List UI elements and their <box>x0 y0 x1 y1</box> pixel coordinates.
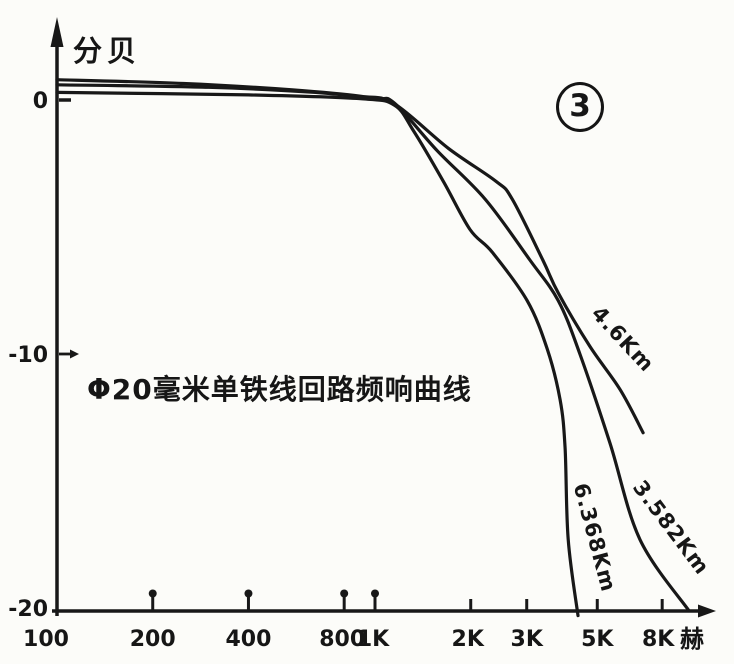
curve-4.6Km <box>55 78 645 435</box>
x-axis-arrow-icon <box>698 604 716 618</box>
curve-label-4.6Km: 4.6Km <box>587 301 659 376</box>
x-tick-pin-icon <box>371 589 379 598</box>
curve-label-6.368Km: 6.368Km <box>569 481 621 595</box>
curve-6.368Km <box>55 90 580 618</box>
x-tick-label: 2K <box>452 627 485 652</box>
x-tick-pin-icon <box>340 589 349 598</box>
x-tick-label: 3K <box>511 627 544 652</box>
x-tick-label: 800 <box>319 627 365 652</box>
y-tick-arrow-icon <box>70 349 79 359</box>
x-tick-label: 1K <box>357 627 390 652</box>
x-tick-pin-icon <box>148 589 157 598</box>
x-axis-unit: 赫 <box>680 625 704 653</box>
figure-number-badge: 3 <box>556 82 604 132</box>
y-axis-title: 分贝 <box>73 34 142 68</box>
y-axis-arrow-icon <box>50 17 64 47</box>
curve-label-3.582Km: 3.582Km <box>628 476 714 580</box>
y-tick-label: 0 <box>33 89 48 114</box>
y-tick-label: -10 <box>8 343 48 368</box>
x-tick-label: 100 <box>23 627 69 652</box>
x-tick-label: 200 <box>130 627 176 652</box>
figure-number: 3 <box>569 87 591 124</box>
x-tick-label: 8K <box>642 627 675 652</box>
y-tick-label: -20 <box>8 597 48 622</box>
x-tick-label: 5K <box>581 627 614 652</box>
x-tick-pin-icon <box>244 589 253 598</box>
x-tick-label: 400 <box>225 627 271 652</box>
chart-caption: Φ20毫米单铁线回路频响曲线 <box>87 373 472 406</box>
curve-3.582Km <box>55 83 691 613</box>
